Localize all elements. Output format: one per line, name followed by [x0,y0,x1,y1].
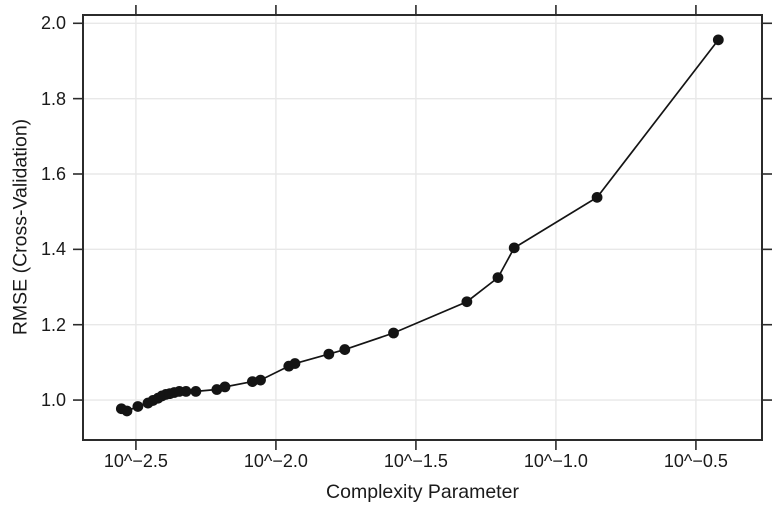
data-point [388,327,399,339]
x-tick-label: 10^−1.5 [383,451,448,471]
data-point [712,34,724,46]
data-point [508,242,520,254]
data-point [247,376,258,388]
y-tick-label: 1.4 [40,239,66,260]
x-tick-label: 10^−2.0 [243,451,308,471]
y-tick-label: 2.0 [40,13,66,34]
x-tick-label: 10^−0.5 [663,451,728,471]
data-point [591,191,603,203]
x-tick-label: 10^−2.5 [103,451,168,471]
data-point [323,348,335,360]
data-point [211,384,223,395]
data-point [461,296,473,308]
y-axis-title: RMSE (Cross-Validation) [9,118,32,336]
x-axis-title: Complexity Parameter [326,481,519,503]
y-tick-label: 1.0 [40,390,66,411]
data-point [219,381,231,393]
y-tick-label: 1.6 [40,163,66,184]
data-point [180,385,192,397]
x-tick-label: 10^−1.0 [523,451,588,471]
data-point [121,405,133,417]
data-point [339,344,351,355]
data-point [190,385,202,397]
data-point [492,272,504,284]
series-line [121,39,719,412]
y-tick-label: 1.2 [40,314,66,335]
data-point [255,374,266,386]
data-point [289,358,301,369]
y-tick-label: 1.8 [40,88,66,109]
data-point [132,401,144,412]
panel-border [82,14,763,441]
